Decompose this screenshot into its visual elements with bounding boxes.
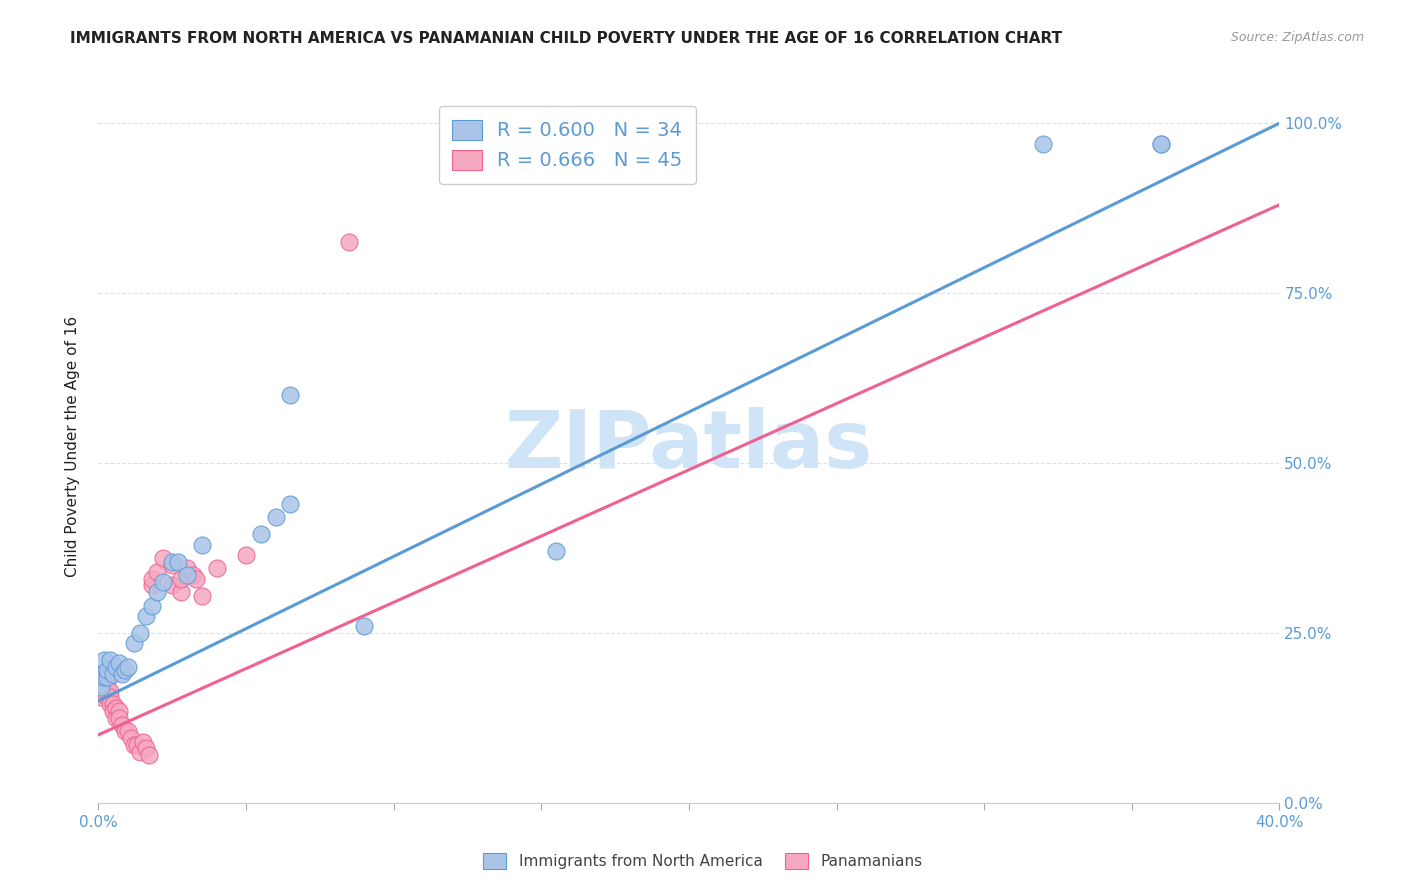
Text: ZIPatlas: ZIPatlas bbox=[505, 407, 873, 485]
Point bbox=[93, 673, 115, 688]
Point bbox=[98, 698, 121, 712]
Point bbox=[93, 670, 115, 684]
Point bbox=[90, 690, 112, 705]
Point bbox=[191, 537, 214, 551]
Point bbox=[250, 527, 273, 541]
Point bbox=[96, 680, 118, 694]
Point bbox=[546, 544, 568, 558]
Legend: R = 0.600   N = 34, R = 0.666   N = 45: R = 0.600 N = 34, R = 0.666 N = 45 bbox=[439, 106, 696, 184]
Point bbox=[108, 657, 131, 671]
Point bbox=[103, 666, 125, 681]
Point bbox=[184, 572, 207, 586]
Point bbox=[152, 551, 174, 566]
Point bbox=[93, 653, 115, 667]
Point bbox=[96, 690, 118, 705]
Point bbox=[105, 660, 128, 674]
Point bbox=[141, 572, 163, 586]
Point bbox=[170, 585, 193, 599]
Point bbox=[146, 565, 169, 579]
Point bbox=[278, 388, 302, 402]
Point bbox=[278, 497, 302, 511]
Point bbox=[162, 578, 183, 592]
Point bbox=[89, 666, 111, 681]
Point bbox=[1150, 136, 1173, 151]
Point bbox=[91, 666, 114, 681]
Point bbox=[339, 235, 360, 249]
Point bbox=[138, 748, 160, 763]
Point bbox=[91, 670, 114, 684]
Point bbox=[108, 704, 131, 718]
Point bbox=[1150, 136, 1173, 151]
Point bbox=[93, 680, 115, 694]
Point bbox=[141, 578, 163, 592]
Point bbox=[111, 717, 134, 731]
Point bbox=[125, 738, 148, 752]
Point bbox=[90, 677, 112, 691]
Text: IMMIGRANTS FROM NORTH AMERICA VS PANAMANIAN CHILD POVERTY UNDER THE AGE OF 16 CO: IMMIGRANTS FROM NORTH AMERICA VS PANAMAN… bbox=[70, 31, 1063, 46]
Point bbox=[103, 704, 125, 718]
Point bbox=[98, 683, 121, 698]
Point bbox=[98, 653, 121, 667]
Point bbox=[176, 561, 198, 575]
Point bbox=[114, 663, 136, 677]
Point bbox=[103, 698, 125, 712]
Legend: Immigrants from North America, Panamanians: Immigrants from North America, Panamania… bbox=[477, 847, 929, 875]
Point bbox=[96, 663, 118, 677]
Point bbox=[135, 741, 157, 756]
Point bbox=[152, 574, 174, 589]
Point bbox=[122, 636, 145, 650]
Text: Source: ZipAtlas.com: Source: ZipAtlas.com bbox=[1230, 31, 1364, 45]
Point bbox=[176, 568, 198, 582]
Point bbox=[162, 555, 183, 569]
Point bbox=[135, 608, 157, 623]
Point bbox=[117, 724, 139, 739]
Point bbox=[98, 690, 121, 705]
Point bbox=[114, 724, 136, 739]
Point bbox=[1032, 136, 1054, 151]
Point bbox=[167, 555, 190, 569]
Point bbox=[181, 568, 204, 582]
Point bbox=[89, 673, 111, 688]
Point bbox=[235, 548, 257, 562]
Y-axis label: Child Poverty Under the Age of 16: Child Poverty Under the Age of 16 bbox=[65, 316, 80, 576]
Point bbox=[117, 660, 139, 674]
Point bbox=[128, 745, 150, 759]
Point bbox=[132, 734, 155, 748]
Point bbox=[264, 510, 287, 524]
Point bbox=[96, 670, 118, 684]
Point bbox=[105, 711, 128, 725]
Point bbox=[122, 738, 145, 752]
Point bbox=[162, 558, 183, 572]
Point bbox=[93, 666, 115, 681]
Point bbox=[191, 589, 214, 603]
Point bbox=[96, 673, 118, 688]
Point bbox=[205, 561, 228, 575]
Point bbox=[90, 680, 112, 694]
Point bbox=[353, 619, 375, 633]
Point bbox=[128, 626, 150, 640]
Point bbox=[111, 666, 134, 681]
Point bbox=[170, 572, 193, 586]
Point bbox=[105, 700, 128, 714]
Point bbox=[90, 683, 112, 698]
Point bbox=[141, 599, 163, 613]
Point bbox=[120, 731, 142, 746]
Point bbox=[146, 585, 169, 599]
Point bbox=[108, 711, 131, 725]
Point bbox=[90, 677, 112, 691]
